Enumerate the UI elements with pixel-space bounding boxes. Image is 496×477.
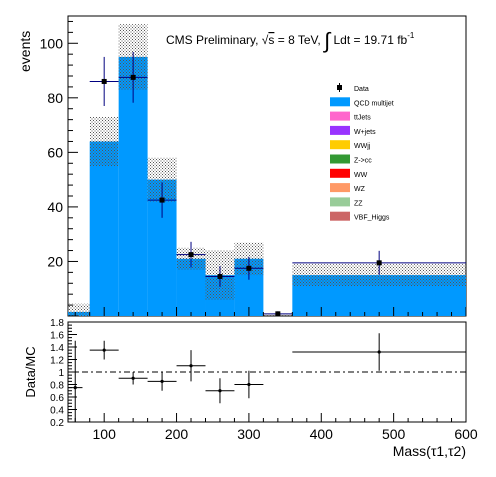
legend-label: WW <box>354 172 368 179</box>
data-point <box>159 197 165 203</box>
ratio-point <box>218 389 222 393</box>
ratio-x-tick-label: 500 <box>382 426 406 442</box>
legend-swatch <box>330 154 350 164</box>
uncertainty-band <box>89 116 119 166</box>
legend-swatch <box>330 211 350 221</box>
legend-label: ZZ <box>354 200 363 207</box>
ratio-y-tick-label: 1.8 <box>50 318 64 329</box>
ratio-y-tick-label: 1.6 <box>50 331 64 342</box>
ratio-point <box>247 382 251 387</box>
ratio-x-axis: 100 200 300 400 500 600 <box>74 413 478 442</box>
legend-swatch <box>330 125 350 135</box>
legend-label: W+jets <box>354 129 376 136</box>
data-point <box>130 74 136 80</box>
plot-title: CMS Preliminary, √s = 8 TeV, ∫ Ldt = 19.… <box>166 28 415 53</box>
ratio-x-tick-label: 200 <box>165 426 189 442</box>
legend-swatch <box>330 140 350 150</box>
data-points-layer <box>89 52 466 317</box>
uncertainty-band <box>68 303 90 316</box>
main-plot-panel: 20 40 60 80 100 events CMS Preliminary, √s =… <box>17 15 467 317</box>
ratio-y-tick-label: 0.2 <box>50 418 64 429</box>
main-y-tick-label: 60 <box>47 144 63 160</box>
data-point <box>376 260 382 266</box>
ratio-y-tick-label: 1 <box>58 368 64 379</box>
ratio-y-axis-label: Data/MC <box>23 346 38 397</box>
ratio-y-tick-label: 0.6 <box>50 393 64 404</box>
ratio-y-tick-label: 1.2 <box>50 356 64 367</box>
qcd-bar <box>89 141 119 316</box>
ratio-point <box>160 379 164 383</box>
main-y-axis: 20 40 60 80 100 <box>40 20 78 317</box>
ratio-x-tick-label: 300 <box>237 426 261 442</box>
legend-label: VBF_Higgs <box>354 215 390 222</box>
ratio-x-tick-label: 600 <box>454 426 478 442</box>
ratio-y-tick-label: 0.8 <box>50 381 64 392</box>
data-point <box>188 252 194 258</box>
main-y-tick-label: 80 <box>47 90 63 106</box>
legend-label: QCD multijet <box>354 100 394 107</box>
legend-swatch <box>330 111 350 121</box>
legend: Data QCD multijet ttJets W+jets WWjj Z->cc WW W… <box>330 83 394 222</box>
main-y-tick-label: 100 <box>40 35 64 51</box>
ratio-point <box>377 350 381 354</box>
main-y-axis-label: events <box>17 31 33 72</box>
ratio-x-tick-label: 400 <box>310 426 334 442</box>
ratio-y-axis: 0.20.4 0.60.8 11.2 1.41.6 1.8 <box>50 318 77 429</box>
x-axis-label: Mass(τ1,τ2) <box>393 443 466 459</box>
data-point <box>246 265 252 271</box>
uncertainty-band-layer <box>68 24 466 316</box>
ratio-x-tick-label: 100 <box>93 426 117 442</box>
data-point <box>101 78 107 84</box>
ratio-point <box>73 386 77 390</box>
uncertainty-band <box>292 264 466 286</box>
ratio-point <box>131 376 135 380</box>
legend-swatch <box>330 97 350 107</box>
main-y-tick-label: 40 <box>47 199 63 215</box>
legend-swatch <box>330 197 350 207</box>
ratio-point <box>189 364 193 368</box>
main-x-axis <box>74 307 467 316</box>
ratio-plot-panel: 0.20.4 0.60.8 11.2 1.41.6 1.8 100 200 300 400 50… <box>23 318 478 459</box>
legend-label: ttJets <box>354 115 371 122</box>
main-y-tick-label: 20 <box>47 253 63 269</box>
legend-swatch <box>330 183 350 193</box>
legend-label: WWjj <box>354 143 371 150</box>
legend-label: Z->cc <box>354 158 372 165</box>
legend-label: WZ <box>354 186 366 193</box>
legend-label: Data <box>354 86 369 93</box>
data-point <box>217 273 223 279</box>
legend-swatch <box>330 168 350 178</box>
ratio-point <box>102 348 106 352</box>
ratio-y-tick-label: 1.4 <box>50 343 64 354</box>
ratio-y-tick-label: 0.4 <box>50 406 64 417</box>
